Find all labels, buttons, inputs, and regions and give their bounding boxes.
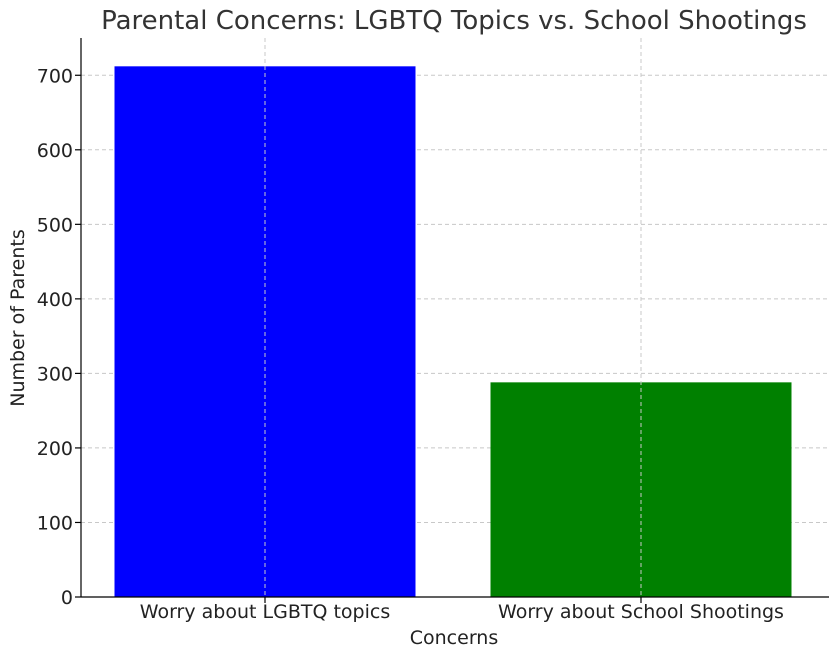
- y-tick-label: 700: [37, 65, 73, 87]
- y-axis-label: Number of Parents: [7, 229, 29, 406]
- chart-title: Parental Concerns: LGBTQ Topics vs. Scho…: [101, 6, 807, 36]
- y-tick-label: 300: [37, 363, 73, 385]
- y-tick-label: 0: [61, 587, 73, 609]
- y-axis-ticks: 0 100 200 300 400 500 600 700: [37, 65, 81, 609]
- x-tick-label: Worry about School Shootings: [498, 601, 784, 623]
- y-tick-label: 200: [37, 438, 73, 460]
- y-tick-label: 400: [37, 289, 73, 311]
- y-tick-label: 500: [37, 214, 73, 236]
- y-tick-label: 600: [37, 140, 73, 162]
- x-tick-label: Worry about LGBTQ topics: [140, 601, 390, 623]
- bars: [114, 66, 792, 597]
- y-tick-label: 100: [37, 512, 73, 534]
- x-axis-ticks: Worry about LGBTQ topics Worry about Scho…: [140, 597, 784, 623]
- vertical-gridlines: [264, 38, 642, 597]
- x-axis-label: Concerns: [410, 627, 499, 649]
